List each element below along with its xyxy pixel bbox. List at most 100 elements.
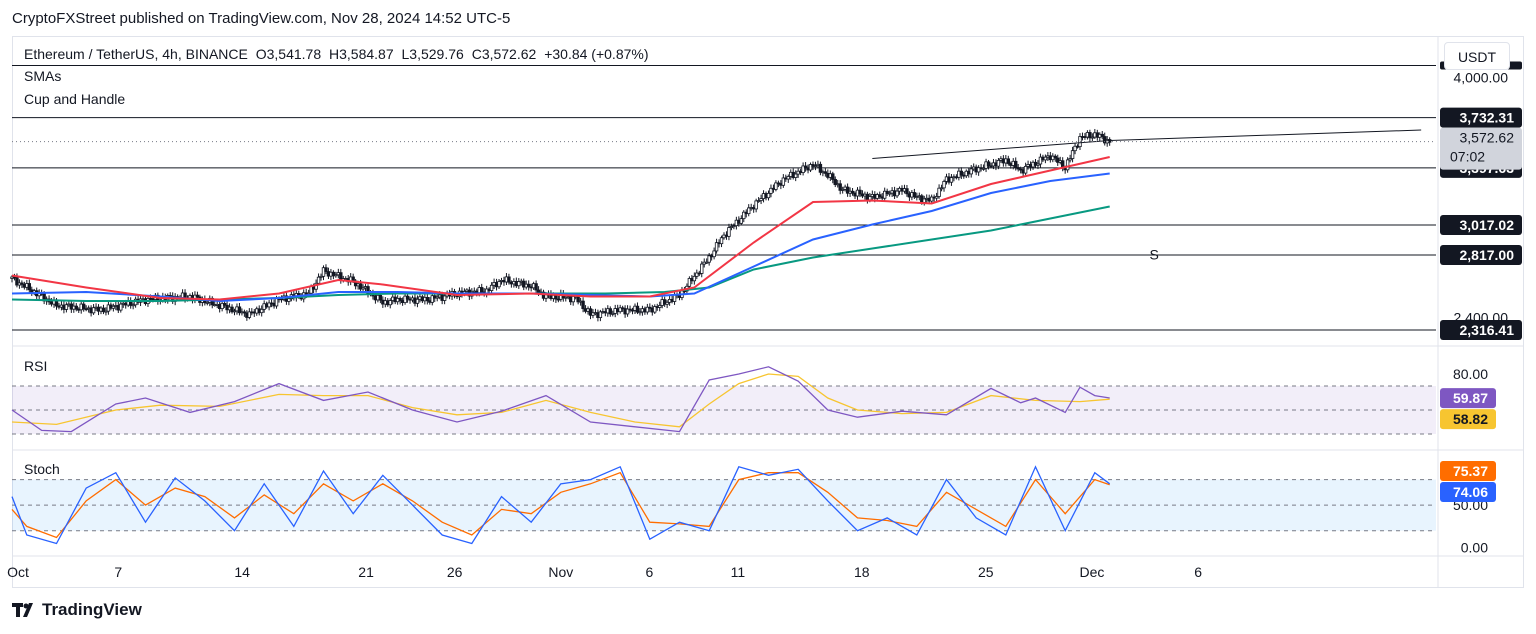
- level-label: 3,017.02: [1460, 217, 1515, 233]
- candle-up: [769, 187, 773, 194]
- candle-down: [608, 308, 612, 315]
- stoch-d-value-tag: [1440, 461, 1496, 482]
- stoch-k-value: 75.37: [1453, 463, 1488, 479]
- symbol-title[interactable]: Ethereum / TetherUS, 4h, BINANCE: [24, 46, 248, 62]
- candle-up: [692, 275, 697, 282]
- candle-up: [774, 182, 778, 190]
- candle-down: [833, 179, 837, 185]
- candle-down: [635, 305, 640, 313]
- candle-down: [230, 306, 234, 313]
- candle-down: [1100, 133, 1104, 137]
- candle-up: [1065, 159, 1070, 171]
- candle-down: [831, 173, 835, 180]
- price-chart[interactable]: 3,732.313,397.633,017.022,817.002,316.41…: [0, 0, 1536, 600]
- candle-up: [808, 164, 813, 171]
- candle-down: [1053, 155, 1057, 159]
- time-tick: Oct: [7, 564, 29, 580]
- time-tick: 25: [978, 564, 994, 580]
- candle-up: [104, 310, 108, 313]
- candle-down: [1088, 132, 1092, 139]
- candle-up: [996, 160, 1001, 167]
- candle-down: [331, 271, 336, 277]
- candle-down: [526, 283, 531, 288]
- time-tick: 26: [447, 564, 463, 580]
- candle-up: [665, 301, 669, 305]
- candle-up: [91, 307, 96, 314]
- candle-up: [489, 284, 494, 291]
- candle-down: [912, 192, 917, 198]
- candle-up: [949, 177, 954, 183]
- candle-up: [415, 298, 420, 304]
- stoch-k-value-tag: [1440, 482, 1496, 503]
- candle-down: [507, 276, 511, 283]
- candle-down: [1016, 167, 1020, 170]
- candle-up: [976, 167, 981, 173]
- indicator-rsi-label[interactable]: RSI: [24, 358, 48, 374]
- time-tick: 11: [731, 564, 746, 580]
- stoch-d-line: [11, 471, 1110, 539]
- time-tick: 18: [854, 564, 870, 580]
- candle-up: [653, 306, 657, 313]
- sma-mid-line: [11, 172, 1110, 303]
- candle-up: [388, 300, 392, 306]
- candle-down: [195, 294, 200, 298]
- candle-up: [1036, 163, 1040, 166]
- footer-logo-text: TradingView: [42, 600, 142, 619]
- candle-up: [1073, 145, 1077, 152]
- candle-up: [287, 298, 291, 302]
- candle-up: [786, 176, 790, 180]
- candle-down: [905, 188, 909, 195]
- candle-up: [517, 281, 521, 287]
- candle-down: [81, 303, 86, 310]
- ohlc-change: +30.84 (+0.87%): [544, 46, 649, 62]
- ohlc-low: L3,529.76: [401, 46, 464, 62]
- candle-down: [989, 165, 993, 168]
- candle-up: [895, 190, 899, 197]
- candle-up: [887, 192, 892, 195]
- candle-up: [868, 196, 872, 201]
- rsi-tick: 80.00: [1453, 366, 1488, 382]
- chart-frame: [12, 36, 1524, 588]
- candle-up: [1068, 158, 1072, 161]
- candle-up: [793, 173, 798, 178]
- candle-down: [850, 190, 855, 194]
- candle-up: [942, 181, 946, 189]
- candle-up: [754, 200, 758, 210]
- indicator-stoch-label[interactable]: Stoch: [24, 461, 60, 477]
- last-price-tag: [1440, 127, 1522, 170]
- candle-down: [986, 161, 991, 167]
- ohlc-open: O3,541.78: [255, 46, 322, 62]
- candle-up: [1090, 136, 1095, 139]
- candle-up: [801, 165, 805, 173]
- rsi-ma-value: 58.82: [1453, 411, 1488, 427]
- candle-down: [818, 163, 823, 173]
- candle-up: [658, 305, 662, 308]
- candle-down: [838, 183, 842, 191]
- cup-rim-line: [872, 140, 1110, 159]
- candle-up: [742, 211, 746, 220]
- stoch-tick: 0.00: [1461, 540, 1488, 556]
- candle-up: [319, 275, 323, 278]
- currency-selector[interactable]: USDT: [1444, 42, 1510, 70]
- candle-up: [316, 276, 321, 284]
- candle-down: [20, 282, 24, 285]
- candle-down: [858, 189, 862, 195]
- candle-down: [351, 276, 355, 282]
- level-tag: [1440, 244, 1522, 265]
- candle-up: [739, 218, 744, 224]
- candle-down: [378, 294, 383, 301]
- candle-down: [425, 296, 430, 302]
- ohlc-close: C3,572.62: [471, 46, 537, 62]
- indicator-pattern-label[interactable]: Cup and Handle: [24, 91, 126, 107]
- candle-up: [732, 225, 736, 228]
- candle-up: [442, 295, 447, 301]
- candle-down: [554, 294, 558, 300]
- candle-up: [591, 312, 595, 316]
- candle-up: [981, 167, 986, 170]
- candle-up: [645, 306, 650, 313]
- candle-down: [237, 306, 242, 314]
- candle-up: [969, 168, 973, 175]
- candle-down: [1014, 160, 1018, 168]
- indicator-sma-label[interactable]: SMAs: [24, 68, 62, 84]
- candle-up: [756, 200, 761, 202]
